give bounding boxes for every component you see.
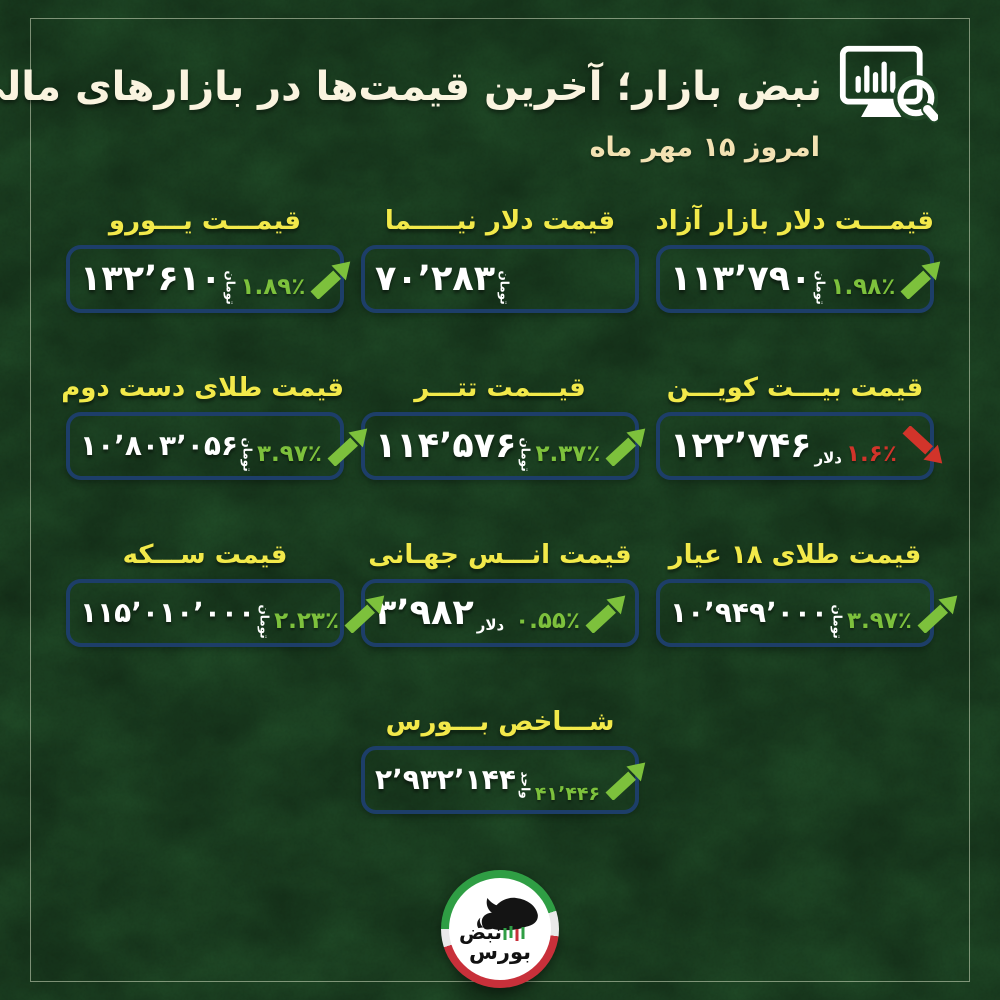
price-value: ۱۳۲٬۶۱۰ — [80, 258, 222, 299]
price-card-usd-nima: قیمت دلار نیـــــما ۷۰٬۲۸۳ تومان — [361, 206, 639, 313]
unit-label: تومان — [830, 604, 845, 639]
trend-arrow-icon — [900, 259, 942, 299]
logo-text-line1: نبض — [459, 920, 502, 944]
price-value: ۱۰٬۹۴۹٬۰۰۰ — [670, 596, 829, 629]
unit-label: واحد — [518, 771, 533, 799]
change-value: ۱.۶٪ — [846, 441, 897, 467]
price-value: ۱۱۳٬۷۹۰ — [670, 258, 812, 299]
trend-arrow-icon — [605, 426, 647, 466]
unit-label: دلار — [814, 449, 842, 467]
card-title: قیمـــت یـــورو — [108, 206, 302, 236]
price-value: ۲٬۹۳۲٬۱۴۴ — [375, 763, 516, 796]
price-card-bourse-index: شـــاخص بـــورس ۲٬۹۳۲٬۱۴۴ واحد ۴۱٬۴۴۶ — [361, 707, 646, 814]
value-box: ۱۱۴٬۵۷۶ تومان ۲.۳۷٪ — [361, 412, 646, 480]
price-value: ۱۱۵٬۰۱۰٬۰۰۰ — [80, 596, 256, 629]
change-value: ۱.۹۸٪ — [830, 274, 896, 300]
unit-label: تومان — [813, 270, 828, 305]
unit-label: تومان — [497, 270, 512, 305]
value-box: ۱۲۲٬۷۴۶ دلار ۱.۶٪ — [656, 412, 943, 480]
change-value: ۴۱٬۴۴۶ — [534, 783, 601, 805]
price-value: ۱۲۲٬۷۴۶ — [670, 425, 812, 466]
page-title: نبض بازار؛ آخرین قیمت‌ها در بازارهای مال… — [0, 64, 822, 110]
price-value: ۳٬۹۸۲ — [375, 592, 474, 633]
price-card-gold-18k: قیمت طلای ۱۸ عیار ۱۰٬۹۴۹٬۰۰۰ تومان ۳.۹۷٪ — [656, 540, 958, 647]
trend-arrow-icon — [605, 760, 647, 800]
price-card-euro: قیمـــت یـــورو ۱۳۲٬۶۱۰ تومان ۱.۸۹٪ — [66, 206, 351, 313]
candlestick-icon — [503, 926, 525, 941]
value-box: ۱۱۳٬۷۹۰ تومان ۱.۹۸٪ — [656, 245, 941, 313]
unit-label: تومان — [240, 437, 255, 472]
change-value: ۰.۵۵٪ — [515, 608, 580, 634]
date-subtitle: امروز ۱۵ مهر ماه — [589, 132, 820, 163]
card-title: قیمت ســـکه — [122, 540, 288, 570]
trend-arrow-icon — [585, 593, 627, 633]
price-value: ۷۰٬۲۸۳ — [375, 258, 496, 299]
card-title: قیمـــت دلار بازار آزاد — [655, 206, 934, 236]
unit-label: تومان — [257, 604, 272, 639]
change-value: ۲.۲۳٪ — [274, 608, 339, 634]
trend-arrow-icon — [902, 426, 944, 466]
change-value: ۱.۸۹٪ — [240, 274, 306, 300]
logo-inner-circle: نبض بورس — [449, 878, 551, 980]
bull-icon — [477, 897, 538, 931]
card-title: قیمت طلای ۱۸ عیار — [668, 540, 922, 570]
value-box: ۱۰٬۹۴۹٬۰۰۰ تومان ۳.۹۷٪ — [656, 579, 958, 647]
card-title: قیمت انـــس جهـانی — [368, 540, 632, 570]
trend-arrow-icon — [917, 593, 959, 633]
value-box: ۱۳۲٬۶۱۰ تومان ۱.۸۹٪ — [66, 245, 351, 313]
value-box: ۷۰٬۲۸۳ تومان — [361, 245, 639, 313]
card-title: قیمت طلای دست دوم — [61, 373, 344, 403]
card-title: قیمت دلار نیـــــما — [384, 206, 616, 236]
price-card-gold-secondhand: قیمت طلای دست دوم ۱۰٬۸۰۳٬۰۵۶ تومان ۳.۹۷٪ — [61, 373, 368, 480]
price-card-ounce: قیمت انـــس جهـانی ۳٬۹۸۲ دلار ۰.۵۵٪ — [361, 540, 639, 647]
logo-text-line2: بورس — [468, 940, 532, 964]
chart-monitor-magnifier-icon — [838, 42, 941, 132]
price-value: ۱۰٬۸۰۳٬۰۵۶ — [80, 429, 239, 462]
price-card-tether: قیـــمت تتـــر ۱۱۴٬۵۷۶ تومان ۲.۳۷٪ — [361, 373, 646, 480]
unit-label: دلار — [476, 616, 505, 634]
trend-arrow-icon — [344, 593, 386, 633]
value-box: ۲٬۹۳۲٬۱۴۴ واحد ۴۱٬۴۴۶ — [361, 746, 646, 814]
change-value: ۳.۹۷٪ — [847, 608, 912, 634]
change-value: ۳.۹۷٪ — [257, 441, 322, 467]
price-cards-grid: قیمـــت دلار بازار آزاد ۱۱۳٬۷۹۰ تومان ۱.… — [61, 206, 958, 814]
price-card-usd-free: قیمـــت دلار بازار آزاد ۱۱۳٬۷۹۰ تومان ۱.… — [655, 206, 941, 313]
unit-label: تومان — [518, 437, 533, 472]
unit-label: تومان — [223, 270, 238, 305]
value-box: ۱۰٬۸۰۳٬۰۵۶ تومان ۳.۹۷٪ — [66, 412, 368, 480]
card-title: قیمت بیـــت کویـــن — [666, 373, 924, 403]
price-card-bitcoin: قیمت بیـــت کویـــن ۱۲۲٬۷۴۶ دلار ۱.۶٪ — [656, 373, 943, 480]
trend-arrow-icon — [327, 426, 369, 466]
card-title: قیـــمت تتـــر — [414, 373, 586, 403]
card-title: شـــاخص بـــورس — [385, 707, 615, 737]
trend-arrow-icon — [310, 259, 352, 299]
price-value: ۱۱۴٬۵۷۶ — [375, 425, 517, 466]
nabz-bourse-logo: نبض بورس — [441, 870, 559, 988]
price-card-coin: قیمت ســـکه ۱۱۵٬۰۱۰٬۰۰۰ تومان ۲.۲۳٪ — [66, 540, 385, 647]
value-box: ۱۱۵٬۰۱۰٬۰۰۰ تومان ۲.۲۳٪ — [66, 579, 385, 647]
value-box: ۳٬۹۸۲ دلار ۰.۵۵٪ — [361, 579, 639, 647]
header: نبض بازار؛ آخرین قیمت‌ها در بازارهای مال… — [0, 42, 941, 163]
change-value: ۲.۳۷٪ — [535, 441, 601, 467]
